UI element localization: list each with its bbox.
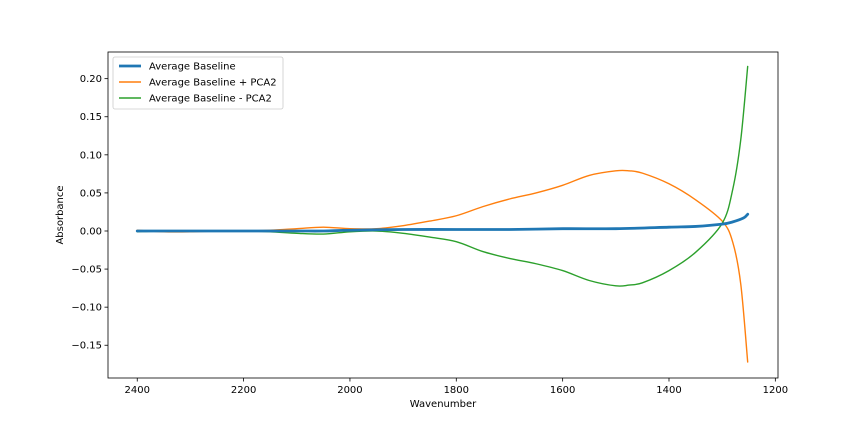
series-line-0: [135, 212, 750, 233]
legend-entry: Average Baseline + PCA2: [149, 78, 277, 89]
series-layer: [135, 65, 750, 363]
y-tick-label: 0.00: [80, 226, 102, 237]
y-tick-label: −0.10: [71, 303, 102, 314]
plot-frame: [107, 51, 779, 379]
y-tick-label: 0.10: [80, 150, 102, 161]
y-tick-label: 0.20: [80, 74, 102, 85]
x-tick-label: 2400: [125, 385, 150, 396]
legend: Average Baseline Average Baseline + PCA2 A…: [112, 56, 284, 110]
legend-entry: Average Baseline - PCA2: [149, 94, 272, 105]
y-tick-label: 0.05: [80, 188, 102, 199]
legend-entry: Average Baseline: [149, 62, 236, 73]
x-axis-label: Wavenumber: [410, 399, 477, 410]
y-tick-label: 0.15: [80, 112, 102, 123]
y-axis-label: Absorbance: [55, 185, 66, 244]
x-tick-label: 1400: [656, 385, 681, 396]
x-tick-label: 2000: [337, 385, 362, 396]
legend-box: [112, 56, 284, 110]
y-axis: 0.20 0.15 0.10 0.05 0.00 −0.05 −0.10 −0.15: [71, 74, 108, 352]
y-tick-label: −0.15: [71, 341, 102, 352]
x-tick-label: 1200: [763, 385, 788, 396]
x-axis: 2400 2200 2000 1800 1600 1400 1200: [125, 378, 788, 396]
x-tick-label: 1600: [550, 385, 575, 396]
x-tick-label: 1800: [444, 385, 469, 396]
x-tick-label: 2200: [231, 385, 256, 396]
y-tick-label: −0.05: [71, 265, 102, 276]
